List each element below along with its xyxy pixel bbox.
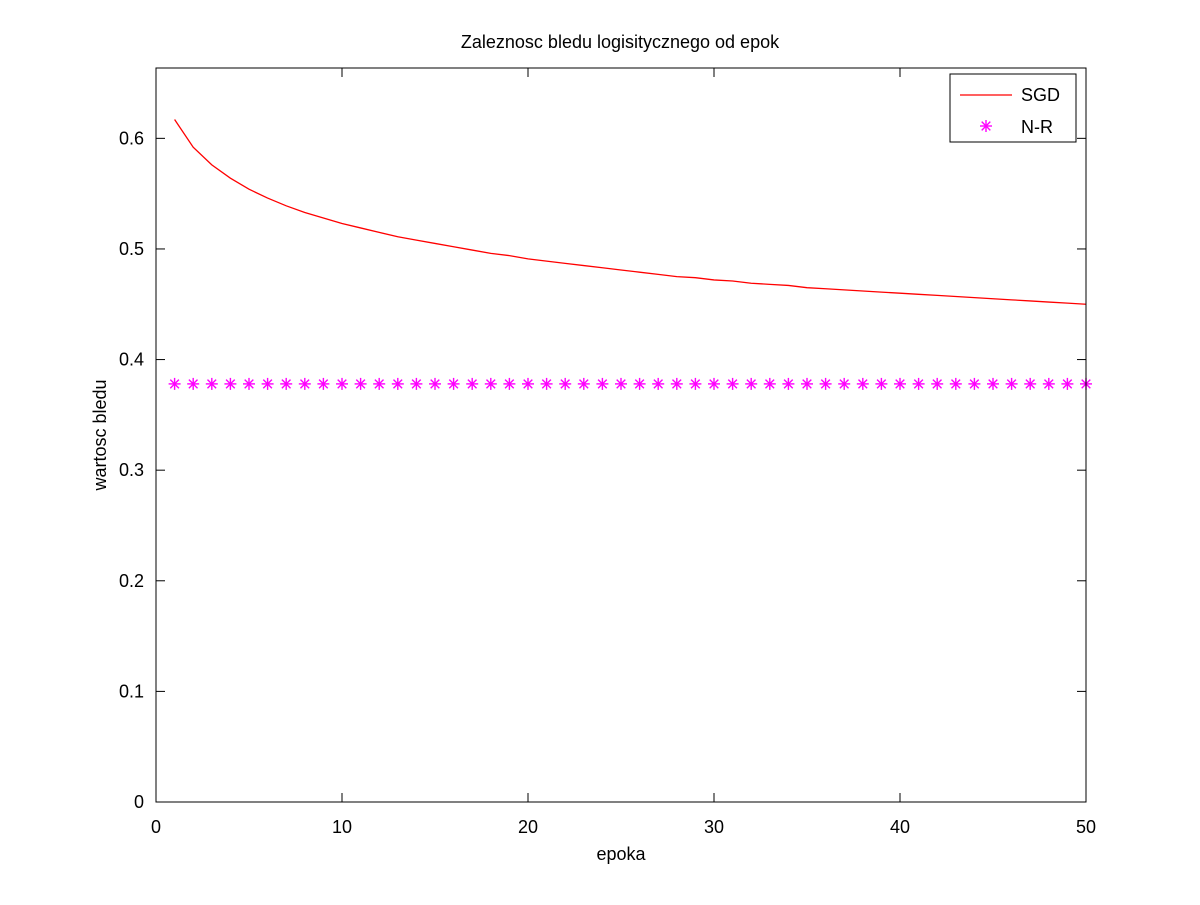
legend-swatch-n-r [980,120,992,132]
data-point-marker [559,377,572,390]
data-point-marker [987,377,999,390]
data-point-marker [912,377,925,390]
data-point-marker [243,377,255,390]
data-point-marker [708,377,720,390]
data-point-marker [1024,377,1037,390]
data-point-marker [373,377,386,390]
data-point-marker [429,377,441,390]
x-tick-label: 10 [332,817,352,837]
legend-label-sgd: SGD [1021,85,1060,105]
x-tick-label: 0 [151,817,161,837]
data-point-marker [894,377,906,390]
data-point-marker [838,377,851,390]
data-point-marker [391,377,404,390]
y-tick-label: 0.6 [119,128,144,148]
data-point-marker [633,377,646,390]
legend-box [949,73,1077,143]
x-tick-label: 30 [704,817,724,837]
axis-ticks: 0 10 20 30 40 50 0 0.1 0.2 0.3 0.4 0.5 0.6 [119,68,1096,837]
x-tick-label: 20 [518,817,538,837]
data-point-marker [615,377,627,390]
data-point-marker [856,377,869,390]
data-point-marker [1005,377,1018,390]
data-point-marker [745,377,758,390]
data-point-marker [652,377,665,390]
x-tick-label: 50 [1076,817,1096,837]
data-point-marker [522,377,534,390]
data-point-marker [875,377,888,390]
data-point-marker [689,377,702,390]
data-point-marker [503,377,516,390]
data-point-marker [949,377,962,390]
y-tick-label: 0 [134,792,144,812]
series-layer [168,119,1092,390]
data-point-marker [298,377,311,390]
data-point-marker [187,377,200,390]
data-point-marker [336,377,348,390]
data-point-marker [540,377,553,390]
y-tick-label: 0.1 [119,681,144,701]
data-point-marker [968,377,981,390]
data-point-marker [224,377,237,390]
data-point-marker [819,377,832,390]
x-tick-label: 40 [890,817,910,837]
data-point-marker [261,377,274,390]
data-point-marker [205,377,218,390]
data-point-marker [670,377,683,390]
y-axis-label: wartosc bledu [90,379,110,491]
data-point-marker [354,377,367,390]
data-point-marker [168,377,181,390]
data-point-marker [466,377,479,390]
data-point-marker [763,377,776,390]
data-point-marker [1042,377,1055,390]
data-point-marker [447,377,460,390]
y-tick-label: 0.3 [119,460,144,480]
data-point-marker [317,377,330,390]
data-point-marker [931,377,944,390]
data-point-marker [484,377,497,390]
legend-marker-icon [980,120,992,132]
legend-label-n-r: N-R [1021,117,1053,137]
y-tick-label: 0.2 [119,571,144,591]
data-point-marker [1061,377,1074,390]
series-markers-n-r [168,377,1092,390]
data-point-marker [726,377,739,390]
chart-title: Zaleznosc bledu logisitycznego od epok [461,32,780,52]
plot-area-frame [155,67,1087,803]
data-point-marker [577,377,590,390]
data-point-marker [280,377,293,390]
data-point-marker [410,377,423,390]
data-point-marker [801,377,813,390]
series-line-sgd [174,119,1087,305]
data-point-marker [596,377,609,390]
data-point-marker [782,377,795,390]
y-tick-label: 0.5 [119,239,144,259]
x-axis-label: epoka [596,844,646,864]
legend: SGD N-R [949,73,1077,143]
y-tick-label: 0.4 [119,350,144,370]
